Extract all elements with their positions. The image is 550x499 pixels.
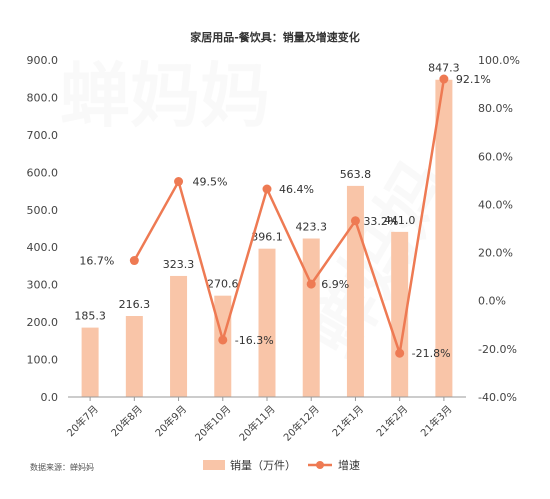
x-tick-label: 21年1月 xyxy=(329,402,366,439)
left-y-tick-label: 600.0 xyxy=(27,166,59,179)
bar-value-label: 441.0 xyxy=(384,214,416,227)
bar-4 xyxy=(214,295,232,397)
bar-value-label: 185.3 xyxy=(74,310,106,323)
bar-7 xyxy=(346,185,364,397)
left-y-tick-label: 300.0 xyxy=(27,279,59,292)
bar-value-label: 396.1 xyxy=(251,231,283,244)
bar-6 xyxy=(302,238,320,397)
bar-9 xyxy=(435,79,453,398)
watermark: 蝉妈妈 xyxy=(60,55,270,137)
legend-bar-swatch xyxy=(203,460,225,470)
right-y-tick-label: -20.0% xyxy=(478,343,517,356)
bar-value-label: 847.3 xyxy=(428,62,460,75)
chart-title: 家居用品-餐饮具：销量及增速变化 xyxy=(190,30,360,44)
right-y-tick-label: -40.0% xyxy=(478,391,517,404)
right-y-axis: -40.0% -20.0% 0.0% 20.0% 40.0% 60.0% 80.0% 100.… xyxy=(478,54,520,404)
growth-point-8 xyxy=(395,348,405,358)
growth-point-2 xyxy=(129,256,139,266)
x-tick-label: 20年8月 xyxy=(108,402,145,439)
bar-5 xyxy=(258,248,276,397)
left-y-tick-label: 0.0 xyxy=(41,391,59,404)
left-y-tick-label: 500.0 xyxy=(27,204,59,217)
left-y-tick-label: 900.0 xyxy=(27,54,59,67)
bar-8 xyxy=(391,231,409,397)
growth-value-label: 16.7% xyxy=(79,255,114,268)
bar-3 xyxy=(170,275,188,397)
source-note: 数据来源：蝉妈妈 xyxy=(30,462,94,472)
legend-bar-label: 销量（万件） xyxy=(230,458,296,472)
growth-value-label: 92.1% xyxy=(456,73,491,86)
x-tick-label: 20年10月 xyxy=(192,402,233,443)
x-tick-label: 20年11月 xyxy=(236,402,277,443)
line-series: 16.7% 49.5% -16.3% 46.4% 6.9% 33.2% -21.8% 92.1… xyxy=(79,73,490,360)
x-axis: 20年7月 20年8月 20年9月 20年10月 20年11月 20年12月 21年1月 21… xyxy=(64,397,455,444)
left-y-tick-label: 800.0 xyxy=(27,91,59,104)
growth-value-label: -21.8% xyxy=(412,347,451,360)
growth-value-label: 46.4% xyxy=(279,183,314,196)
x-tick-label: 21年2月 xyxy=(373,402,410,439)
bar-value-label: 270.6 xyxy=(207,278,239,291)
growth-line xyxy=(133,78,446,355)
right-y-tick-label: 0.0% xyxy=(478,295,506,308)
bar-value-label: 563.8 xyxy=(340,168,372,181)
right-y-tick-label: 40.0% xyxy=(478,198,513,211)
left-y-tick-label: 200.0 xyxy=(27,316,59,329)
legend-line-marker xyxy=(316,461,324,469)
right-y-tick-label: 20.0% xyxy=(478,247,513,260)
growth-value-label: 6.9% xyxy=(321,278,349,291)
left-y-tick-label: 400.0 xyxy=(27,241,59,254)
x-tick-label: 21年3月 xyxy=(418,402,455,439)
legend-line-label: 增速 xyxy=(338,458,360,472)
left-y-axis: 0.0 100.0 200.0 300.0 400.0 500.0 600.0 700.0 80… xyxy=(27,54,59,404)
bar-value-label: 323.3 xyxy=(163,258,195,271)
x-tick-label: 20年9月 xyxy=(152,402,189,439)
legend: 销量（万件） 增速 xyxy=(203,458,360,472)
right-y-tick-label: 100.0% xyxy=(478,54,520,67)
x-tick-label: 20年7月 xyxy=(64,402,101,439)
growth-point-5 xyxy=(262,184,272,194)
bar-2 xyxy=(125,316,143,397)
growth-point-6 xyxy=(306,279,316,289)
growth-point-4 xyxy=(218,335,228,345)
growth-point-9 xyxy=(439,74,449,84)
x-tick-label: 20年12月 xyxy=(281,402,322,443)
growth-value-label: 49.5% xyxy=(193,176,228,189)
growth-point-3 xyxy=(174,177,184,187)
bar-1 xyxy=(81,327,99,397)
right-y-tick-label: 60.0% xyxy=(478,150,513,163)
growth-point-7 xyxy=(350,216,360,226)
right-y-tick-label: 80.0% xyxy=(478,102,513,115)
left-y-tick-label: 700.0 xyxy=(27,129,59,142)
growth-value-label: -16.3% xyxy=(235,334,274,347)
bar-value-label: 216.3 xyxy=(119,298,151,311)
bar-value-label: 423.3 xyxy=(295,220,327,233)
left-y-tick-label: 100.0 xyxy=(27,354,59,367)
growth-value-label: 33.2% xyxy=(363,215,398,228)
